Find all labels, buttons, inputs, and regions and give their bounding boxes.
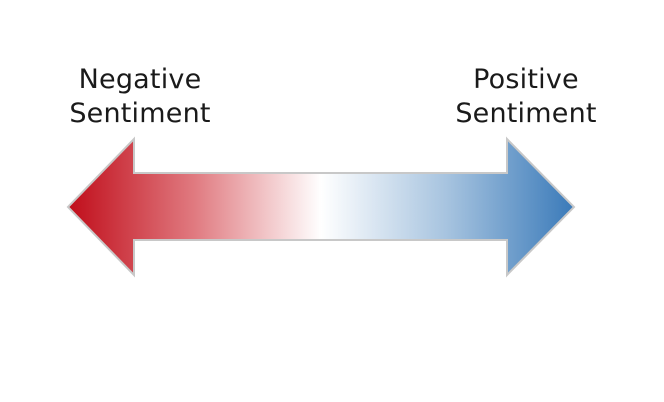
negative-label-line2: Sentiment: [69, 98, 211, 129]
positive-sentiment-label: Positive Sentiment: [444, 63, 608, 131]
positive-label-line1: Positive: [473, 64, 579, 95]
negative-sentiment-label: Negative Sentiment: [58, 63, 222, 131]
positive-label-line2: Sentiment: [455, 98, 597, 129]
sentiment-scale-arrow: [66, 136, 576, 278]
negative-label-line1: Negative: [78, 64, 202, 95]
